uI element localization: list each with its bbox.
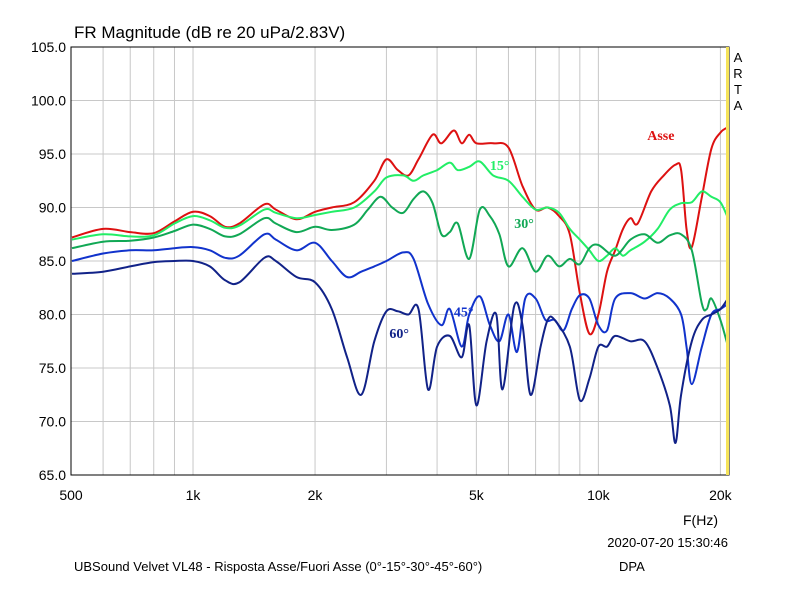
y-tick-label: 75.0	[39, 360, 66, 376]
x-axis-label: F(Hz)	[683, 512, 718, 528]
y-tick-label: 65.0	[39, 467, 66, 483]
series-line	[71, 190, 729, 347]
y-tick-label: 105.0	[31, 39, 66, 55]
y-axis-ticks: 65.0 70.0 75.0 80.0 85.0 90.0 95.0 100.0 105.0	[31, 39, 66, 483]
series-label: 15°	[490, 159, 510, 174]
series-line	[71, 232, 729, 386]
chart-title: FR Magnitude (dB re 20 uPa/2.83V)	[74, 23, 345, 42]
series-label: 60°	[389, 327, 409, 342]
y-tick-label: 90.0	[39, 200, 66, 216]
series-label: Asse	[647, 129, 674, 144]
y-tick-label: 85.0	[39, 253, 66, 269]
date-stamp: 2020-07-20 15:30:46	[607, 535, 728, 550]
x-tick-label: 2k	[308, 487, 324, 503]
series-line	[71, 126, 729, 336]
series-line	[71, 160, 729, 263]
series-line	[71, 255, 729, 444]
series-label: 30°	[514, 217, 534, 232]
caption-tag: DPA	[619, 559, 645, 574]
x-axis-ticks: 500 1k 2k 5k 10k 20k	[59, 487, 732, 503]
x-tick-label: 20k	[709, 487, 733, 503]
y-tick-label: 70.0	[39, 414, 66, 430]
x-tick-label: 5k	[469, 487, 485, 503]
y-tick-label: 100.0	[31, 93, 66, 109]
y-tick-label: 80.0	[39, 307, 66, 323]
curves	[71, 126, 729, 444]
y-tick-label: 95.0	[39, 146, 66, 162]
chart-caption: UBSound Velvet VL48 - Risposta Asse/Fuor…	[74, 559, 482, 574]
watermark-bar	[726, 47, 729, 475]
x-tick-label: 500	[59, 487, 83, 503]
x-tick-label: 1k	[186, 487, 202, 503]
series-label: 45°	[454, 306, 474, 321]
x-tick-label: 10k	[587, 487, 611, 503]
series-labels: Asse 15° 30° 45° 60°	[389, 129, 674, 342]
